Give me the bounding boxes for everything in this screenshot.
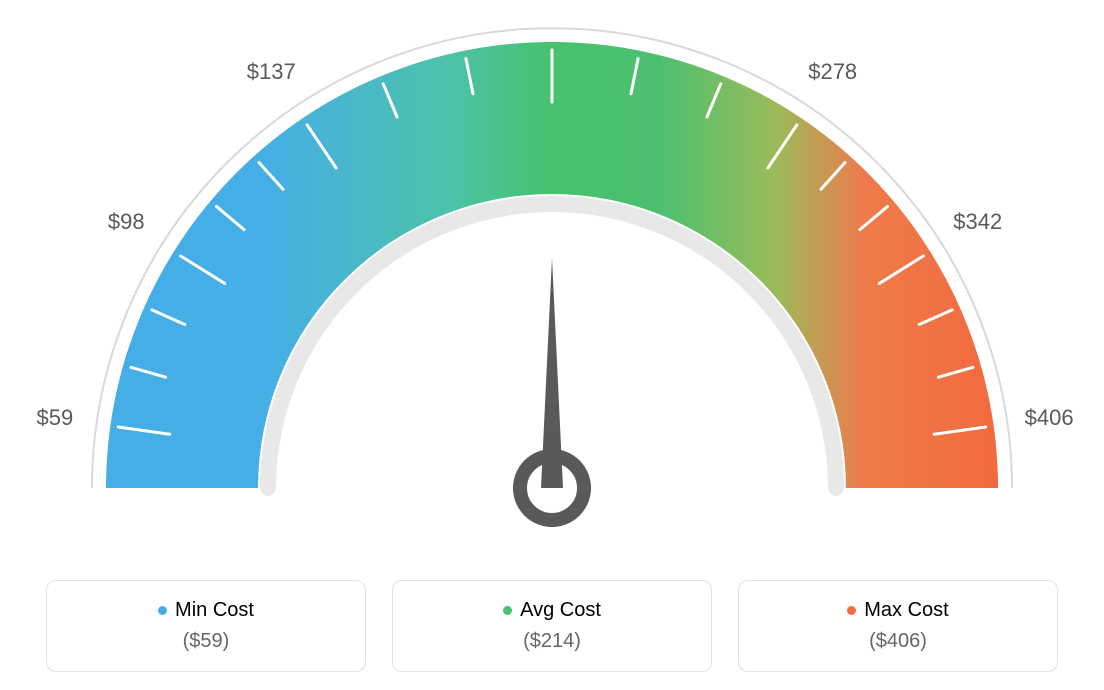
legend-min-label: Min Cost — [175, 599, 254, 622]
legend-max-title: Max Cost — [847, 599, 948, 622]
gauge-tick-label: $137 — [247, 59, 296, 85]
gauge-tick-label: $278 — [808, 59, 857, 85]
legend-card-max: Max Cost ($406) — [738, 580, 1058, 672]
gauge-tick-label: $406 — [1025, 405, 1074, 431]
dot-icon — [158, 606, 167, 615]
dot-icon — [503, 606, 512, 615]
legend-avg-label: Avg Cost — [520, 599, 601, 622]
legend-card-avg: Avg Cost ($214) — [392, 580, 712, 672]
cost-gauge: $59$98$137$214$278$342$406 — [0, 0, 1104, 560]
dot-icon — [847, 606, 856, 615]
gauge-tick-label: $342 — [953, 209, 1002, 235]
legend-max-value: ($406) — [869, 630, 927, 653]
gauge-tick-label: $98 — [108, 209, 145, 235]
legend-min-value: ($59) — [183, 630, 230, 653]
gauge-tick-label: $59 — [37, 405, 74, 431]
legend-avg-value: ($214) — [523, 630, 581, 653]
legend-avg-title: Avg Cost — [503, 599, 601, 622]
legend-row: Min Cost ($59) Avg Cost ($214) Max Cost … — [0, 580, 1104, 672]
legend-card-min: Min Cost ($59) — [46, 580, 366, 672]
gauge-svg — [0, 0, 1104, 560]
legend-min-title: Min Cost — [158, 599, 254, 622]
legend-max-label: Max Cost — [864, 599, 948, 622]
